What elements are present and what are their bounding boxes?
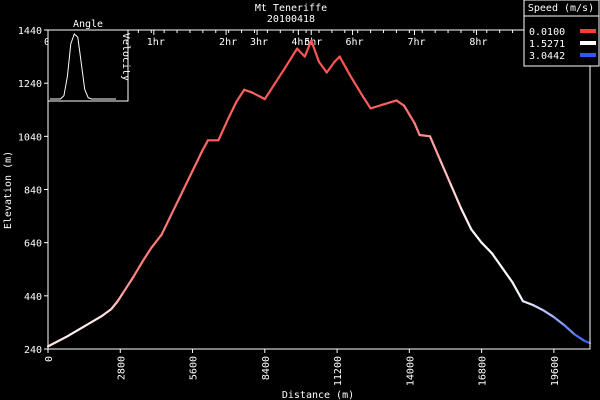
- elevation-segment: [552, 316, 566, 327]
- y-tick-label: 1440: [18, 26, 42, 37]
- legend-title: Speed (m/s): [528, 3, 594, 14]
- elevation-segment: [274, 66, 287, 85]
- elevation-segment: [470, 228, 483, 244]
- elevation-segment: [439, 159, 452, 186]
- inset-velocity-curve: [50, 33, 116, 100]
- time-tick-label: 5hr: [304, 37, 322, 48]
- elevation-segment: [511, 281, 524, 303]
- time-tick-label: 6hr: [346, 37, 364, 48]
- elevation-segment: [83, 314, 104, 328]
- elevation-series: [46, 39, 592, 348]
- x-tick-label: 5600: [189, 356, 200, 380]
- legend-entry-label: 1.5271: [529, 39, 565, 50]
- angle-inset: Angle Velocity: [47, 19, 131, 102]
- elevation-segment: [348, 74, 364, 98]
- elevation-segment: [263, 82, 277, 101]
- elevation-segment: [284, 47, 299, 69]
- legend-entry-label: 3.0442: [529, 51, 565, 62]
- elevation-segment: [235, 88, 246, 103]
- time-tick-label: 2hr: [219, 37, 237, 48]
- elevation-segment: [150, 233, 163, 250]
- legend-entry-swatch: [580, 53, 596, 57]
- elevation-segment: [116, 292, 124, 303]
- time-tick-label: 3hr: [250, 37, 268, 48]
- elevation-segment: [382, 99, 398, 106]
- elevation-segment: [573, 333, 586, 343]
- elevation-segment: [338, 55, 352, 77]
- inset-title: Angle: [73, 19, 103, 30]
- elevation-segment: [250, 91, 261, 98]
- legend-entry-label: 0.0100: [529, 27, 565, 38]
- x-tick-label: 14000: [405, 356, 416, 386]
- elevation-segment: [563, 323, 576, 336]
- elevation-segment: [490, 252, 504, 270]
- y-axis-ticks: 240 440 640 840 1040 1240 1440: [18, 26, 48, 356]
- time-tick-label: 8hr: [469, 37, 487, 48]
- x-axis-label: Distance (m): [282, 390, 354, 400]
- elevation-segment: [403, 104, 416, 125]
- elevation-segment: [317, 60, 328, 74]
- y-axis-label: Elevation (m): [3, 151, 14, 229]
- elevation-segment: [170, 191, 184, 215]
- elevation-segment: [132, 258, 145, 279]
- elevation-segment: [227, 100, 238, 119]
- elevation-segment: [542, 309, 555, 319]
- elevation-segment: [480, 241, 494, 255]
- y-tick-label: 440: [24, 292, 42, 303]
- elevation-segment: [428, 135, 442, 162]
- elevation-segment: [310, 39, 321, 64]
- elevation-segment: [64, 325, 86, 339]
- elevation-segment: [46, 335, 68, 348]
- elevation-segment: [217, 116, 230, 142]
- elevation-segment: [521, 300, 535, 307]
- elevation-segment: [121, 276, 135, 295]
- x-tick-label: 19600: [550, 356, 561, 386]
- elevation-segment: [583, 339, 592, 345]
- y-tick-label: 640: [24, 239, 42, 250]
- x-tick-label: 11200: [333, 356, 344, 386]
- elevation-segment: [303, 39, 313, 58]
- elevation-segment: [295, 47, 306, 58]
- elevation-segment: [160, 212, 173, 236]
- elevation-segment: [395, 99, 406, 107]
- elevation-segment: [369, 103, 385, 110]
- legend-entry-swatch: [580, 41, 596, 45]
- x-tick-label: 16800: [478, 356, 489, 386]
- plot-frame: [47, 29, 591, 350]
- elevation-segment: [181, 169, 194, 194]
- time-tick-label: 4hr: [291, 37, 309, 48]
- time-tick-label: 7hr: [407, 37, 425, 48]
- elevation-segment: [449, 183, 463, 210]
- elevation-segment: [201, 139, 210, 151]
- elevation-segment: [418, 133, 432, 138]
- elevation-segment: [459, 207, 473, 231]
- x-tick-label: 0: [44, 356, 55, 362]
- elevation-segment: [532, 304, 545, 312]
- elevation-segment: [191, 148, 204, 172]
- chart-title: Mt Teneriffe: [255, 3, 327, 14]
- y-tick-label: 240: [24, 345, 42, 356]
- elevation-segment: [101, 308, 113, 317]
- legend-entry-swatch: [580, 29, 596, 33]
- elevation-segment: [501, 266, 514, 284]
- x-tick-label: 8400: [261, 356, 272, 380]
- inset-frame: [47, 29, 129, 102]
- elevation-segment: [110, 300, 119, 311]
- elevation-segment: [413, 121, 421, 137]
- x-tick-label: 2800: [116, 356, 127, 380]
- elevation-segment: [325, 60, 336, 74]
- inset-ylabel: Velocity: [120, 33, 131, 81]
- elevation-segment: [243, 88, 253, 94]
- chart-subtitle: 20100418: [267, 14, 315, 25]
- elevation-segment: [361, 95, 372, 110]
- elevation-segment: [142, 246, 153, 262]
- y-tick-label: 1040: [18, 132, 42, 143]
- y-tick-label: 1240: [18, 79, 42, 90]
- y-tick-label: 840: [24, 186, 42, 197]
- x-axis-ticks: 0 2800 5600 8400 11200 14000 16800 19600: [44, 349, 561, 386]
- elevation-segment: [333, 55, 341, 64]
- time-tick-label: 1hr: [147, 37, 165, 48]
